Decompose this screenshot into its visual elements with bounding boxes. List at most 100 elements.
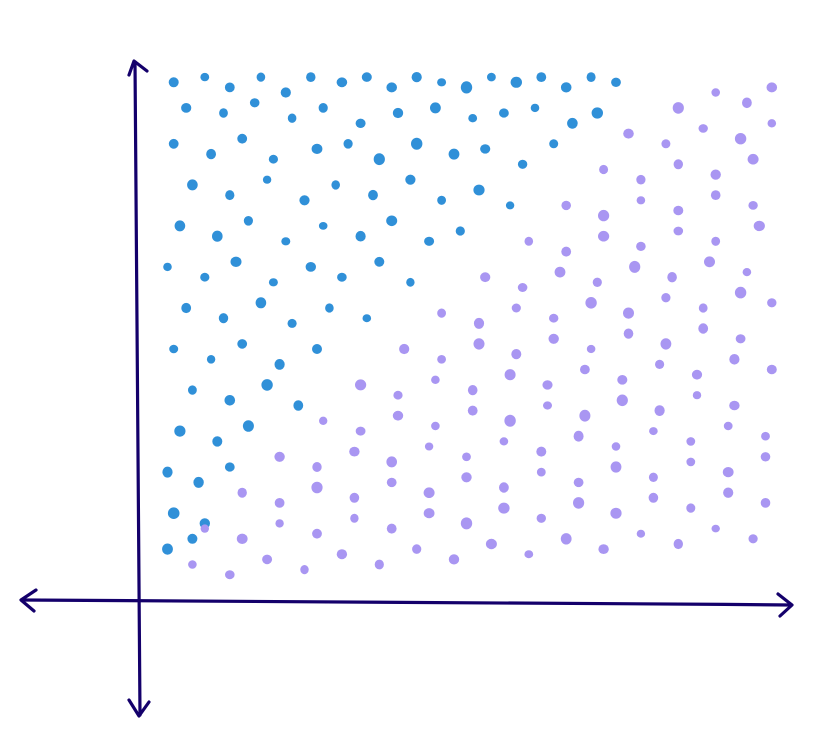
point-series-1-0: [672, 102, 684, 114]
point-series-1-64: [691, 369, 703, 380]
point-series-0-39: [448, 148, 460, 160]
y-axis-arrow-bottom: [127, 698, 151, 718]
point-series-0-87: [242, 420, 254, 432]
point-series-0-58: [355, 230, 366, 242]
point-series-1-71: [467, 405, 478, 416]
point-series-1-32: [667, 272, 677, 283]
point-series-1-112: [350, 513, 359, 523]
point-series-1-1: [711, 88, 720, 97]
point-series-1-57: [431, 375, 440, 384]
point-series-0-69: [406, 277, 415, 287]
point-series-0-15: [560, 82, 572, 93]
point-series-0-88: [162, 466, 173, 478]
point-series-1-54: [735, 334, 746, 344]
point-series-1-131: [448, 554, 460, 565]
point-series-0-49: [405, 174, 416, 185]
point-series-0-44: [225, 190, 235, 201]
point-series-0-47: [331, 180, 341, 190]
point-series-1-22: [598, 230, 610, 242]
point-series-1-14: [561, 200, 571, 211]
point-series-1-98: [423, 487, 435, 499]
point-series-1-45: [399, 343, 410, 355]
point-series-1-25: [711, 236, 721, 246]
point-series-1-129: [374, 559, 384, 570]
point-series-0-61: [455, 226, 465, 236]
point-series-0-29: [567, 117, 578, 129]
point-series-1-83: [424, 442, 434, 451]
point-series-1-134: [560, 533, 572, 545]
point-series-1-104: [648, 472, 658, 482]
point-series-0-1: [200, 72, 210, 82]
point-series-1-108: [200, 524, 209, 533]
point-series-0-66: [305, 262, 316, 272]
point-series-1-109: [236, 533, 248, 544]
point-series-1-44: [767, 298, 777, 308]
point-series-1-127: [300, 565, 309, 575]
point-series-1-74: [579, 409, 591, 422]
point-series-1-58: [467, 385, 478, 396]
x-axis-arrow-left: [19, 588, 38, 613]
point-series-0-76: [169, 344, 179, 354]
point-series-0-80: [312, 344, 322, 354]
point-series-1-59: [504, 369, 516, 381]
point-series-1-19: [748, 201, 758, 210]
point-series-1-84: [462, 452, 471, 462]
point-series-0-59: [386, 215, 398, 227]
point-series-1-93: [237, 487, 247, 498]
point-series-1-117: [536, 513, 546, 523]
point-series-1-38: [549, 313, 559, 323]
point-series-1-95: [311, 481, 323, 494]
point-series-1-27: [480, 272, 491, 283]
point-series-1-102: [573, 477, 584, 488]
point-series-1-35: [437, 308, 446, 318]
point-series-0-46: [299, 195, 310, 206]
point-series-0-26: [468, 114, 478, 123]
point-series-0-53: [174, 220, 186, 232]
point-series-0-23: [355, 118, 366, 128]
point-series-1-97: [386, 477, 397, 488]
point-series-0-45: [262, 175, 272, 184]
point-series-0-37: [373, 153, 385, 166]
point-series-1-91: [723, 421, 733, 431]
point-series-0-78: [237, 339, 248, 349]
point-series-0-4: [280, 87, 291, 98]
point-series-0-5: [306, 72, 316, 82]
point-series-0-17: [611, 77, 621, 88]
point-series-1-6: [698, 124, 708, 133]
point-series-0-6: [336, 77, 348, 88]
point-series-0-60: [424, 236, 435, 246]
point-series-1-66: [766, 364, 777, 375]
point-series-1-55: [355, 379, 367, 391]
point-series-1-18: [710, 190, 721, 201]
point-series-1-115: [460, 517, 473, 530]
point-series-1-24: [673, 226, 684, 236]
point-series-1-76: [654, 405, 665, 416]
point-series-1-89: [649, 427, 658, 436]
point-series-1-136: [636, 529, 646, 538]
point-series-1-114: [423, 508, 435, 519]
point-series-1-96: [349, 492, 360, 503]
point-series-1-124: [188, 560, 197, 569]
y-axis: [133, 60, 142, 717]
point-series-1-48: [511, 349, 522, 360]
point-series-0-43: [187, 179, 198, 191]
point-series-1-61: [580, 364, 590, 375]
point-series-1-103: [610, 461, 622, 473]
point-series-0-68: [374, 256, 385, 267]
point-series-1-28: [517, 283, 528, 292]
point-series-0-51: [473, 184, 485, 196]
point-series-1-139: [748, 534, 758, 544]
point-series-1-79: [274, 451, 285, 462]
point-series-1-33: [704, 256, 715, 268]
point-series-0-62: [163, 262, 172, 272]
point-series-1-116: [498, 502, 510, 514]
point-series-1-72: [504, 414, 516, 427]
point-series-1-125: [225, 570, 235, 580]
point-series-0-83: [261, 379, 273, 391]
point-series-0-9: [411, 72, 422, 83]
point-series-1-111: [312, 528, 322, 539]
point-series-1-86: [536, 446, 547, 457]
point-series-1-122: [723, 487, 734, 498]
point-series-0-20: [249, 98, 260, 108]
